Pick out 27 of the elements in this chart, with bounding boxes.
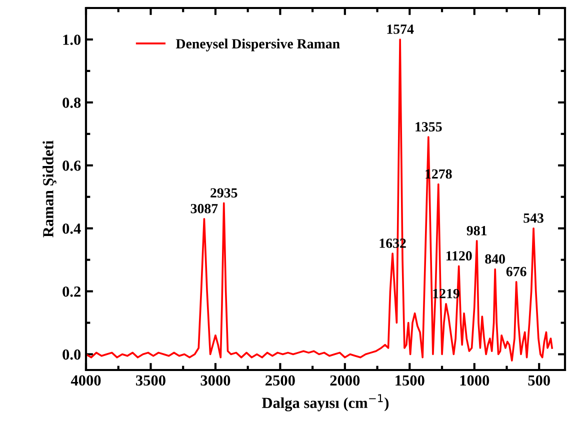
annotation: 3087 <box>190 204 218 214</box>
annotation: 1574 <box>387 24 414 34</box>
annotation: 676 <box>506 266 526 276</box>
annotation: 2935 <box>210 188 238 198</box>
x-tick-label: 1000 <box>460 375 490 386</box>
annotation: 1355 <box>416 122 442 132</box>
line-series <box>86 38 553 362</box>
x-tick-label: 1500 <box>396 375 424 386</box>
x-axis-title: Dalga sayısı (cm$^{−1}$) <box>262 394 389 412</box>
y-tick-label: 0.2 <box>62 286 80 297</box>
legend-label: Deneysel Dispersive Raman <box>176 38 340 52</box>
x-tick-label: 2500 <box>266 375 295 386</box>
y-tick-label: 1.0 <box>63 34 81 45</box>
x-tick-label: 500 <box>528 375 550 386</box>
y-tick-label: 0.6 <box>62 160 81 171</box>
x-tick-label: 3000 <box>200 375 230 386</box>
annotation: 840 <box>485 254 505 264</box>
annotation: 1120 <box>446 251 472 261</box>
x-tick-label: 2000 <box>330 375 360 386</box>
annotation: 981 <box>466 226 487 236</box>
y-tick-label: 0.0 <box>62 349 81 360</box>
y-tick-label: 0.4 <box>62 223 81 234</box>
x-tick-label: 4000 <box>70 375 101 386</box>
annotation: 543 <box>524 213 544 223</box>
y-axis-title: Raman Şiddeti <box>42 140 56 238</box>
x-tick-label: 3500 <box>136 375 166 386</box>
y-tick-label: 0.8 <box>62 98 81 108</box>
